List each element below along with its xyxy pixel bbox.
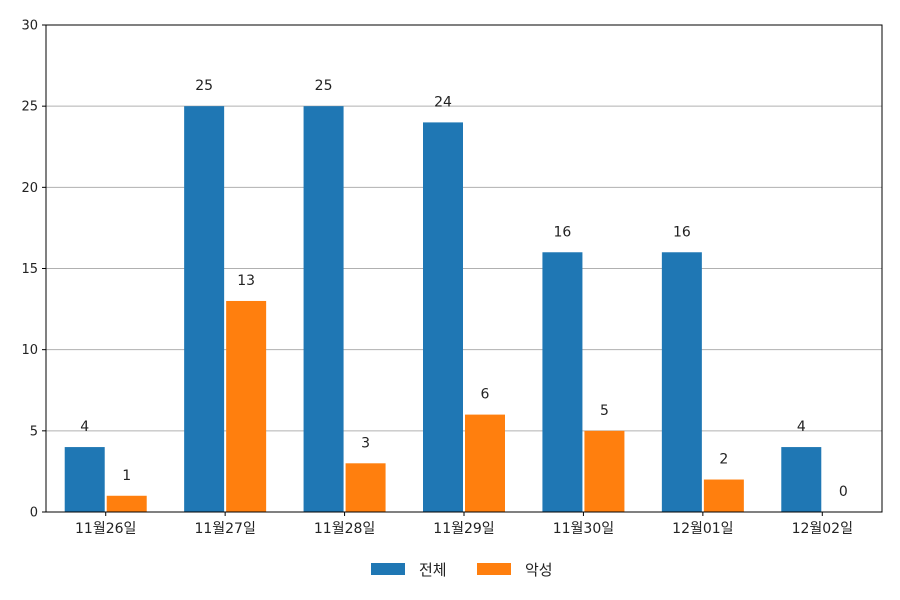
data-label: 0 (839, 484, 848, 500)
data-label: 5 (600, 403, 609, 419)
y-tick-label: 10 (21, 343, 38, 358)
x-tick-label: 11월27일 (194, 521, 255, 537)
data-label: 6 (481, 387, 490, 403)
data-label: 13 (237, 273, 255, 289)
bar (184, 106, 225, 513)
bar (661, 252, 702, 512)
legend-label: 악성 (525, 561, 553, 579)
bar (584, 430, 625, 512)
bar (226, 300, 267, 512)
data-label: 25 (195, 78, 213, 94)
bar (703, 479, 744, 512)
bar (64, 447, 105, 512)
x-tick-label: 12월02일 (792, 521, 853, 537)
bar (303, 106, 344, 513)
data-label: 16 (554, 224, 572, 240)
x-tick-label: 11월26일 (75, 521, 136, 537)
bar (542, 252, 583, 512)
data-label: 2 (719, 452, 728, 468)
y-tick-label: 25 (21, 100, 38, 115)
bar (106, 495, 147, 512)
data-label: 24 (434, 94, 452, 110)
y-tick-label: 20 (21, 181, 38, 196)
bar (345, 463, 386, 512)
data-label: 4 (80, 419, 89, 435)
legend-swatch (477, 563, 511, 575)
grid-layer (46, 105, 882, 432)
y-tick-label: 30 (21, 19, 38, 34)
bar (781, 447, 822, 512)
y-tick-label: 0 (30, 506, 38, 521)
data-label: 16 (673, 224, 691, 240)
bar (465, 414, 505, 512)
x-tick-label: 11월28일 (314, 521, 375, 537)
bar (423, 122, 463, 513)
data-label: 1 (122, 468, 131, 484)
y-tick-label: 15 (21, 262, 38, 277)
x-tick-label: 11월29일 (433, 521, 494, 537)
data-label: 3 (361, 435, 370, 451)
legend-swatch (371, 563, 405, 575)
bar-layer (64, 106, 822, 513)
data-label: 25 (315, 78, 333, 94)
legend: 전체 악성 (371, 561, 553, 579)
x-tick-label: 11월30일 (553, 521, 614, 537)
y-tick-label: 5 (30, 424, 38, 439)
data-label: 4 (797, 419, 806, 435)
legend-label: 전체 (419, 561, 447, 579)
x-tick-label: 12월01일 (672, 521, 733, 537)
